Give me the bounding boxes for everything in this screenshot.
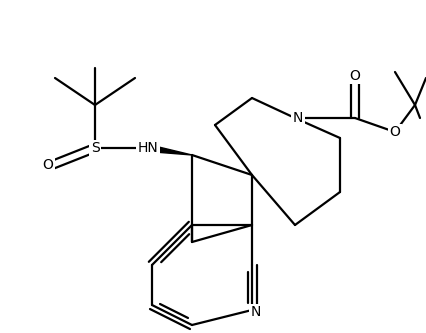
Text: S: S xyxy=(91,141,99,155)
Text: O: O xyxy=(350,69,360,83)
Text: N: N xyxy=(251,305,261,319)
Polygon shape xyxy=(147,145,192,155)
Text: HN: HN xyxy=(138,141,158,155)
Text: O: O xyxy=(389,125,400,139)
Text: N: N xyxy=(293,111,303,125)
Text: O: O xyxy=(43,158,53,172)
